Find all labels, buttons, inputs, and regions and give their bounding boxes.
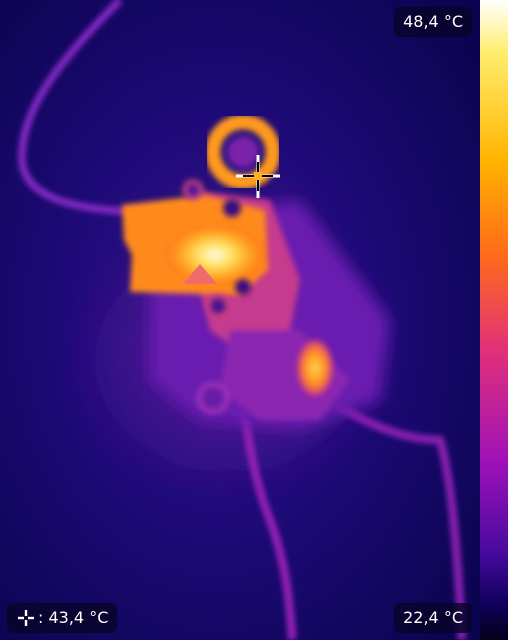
max-temperature-readout: 48,4 °C [394, 7, 472, 37]
thermal-image [0, 0, 480, 640]
min-temperature-value: 22,4 °C [403, 608, 463, 627]
hot-clamp-block [122, 195, 268, 295]
triangle-icon [183, 264, 217, 284]
crosshair-plus-icon [18, 610, 34, 626]
thermal-image-viewport[interactable] [0, 0, 480, 640]
warm-spot-lower [297, 340, 333, 396]
screw-holes [182, 179, 251, 318]
cable-left [18, 0, 141, 216]
min-temperature-readout: 22,4 °C [394, 603, 472, 633]
spot-temperature-readout: : 43,4 °C [7, 603, 118, 633]
crosshair-icon [236, 155, 280, 198]
hot-ring-terminal [205, 114, 281, 190]
spot-temperature-value: : 43,4 °C [38, 608, 109, 627]
temperature-scale-bar [480, 0, 508, 640]
max-temperature-value: 48,4 °C [403, 12, 463, 31]
